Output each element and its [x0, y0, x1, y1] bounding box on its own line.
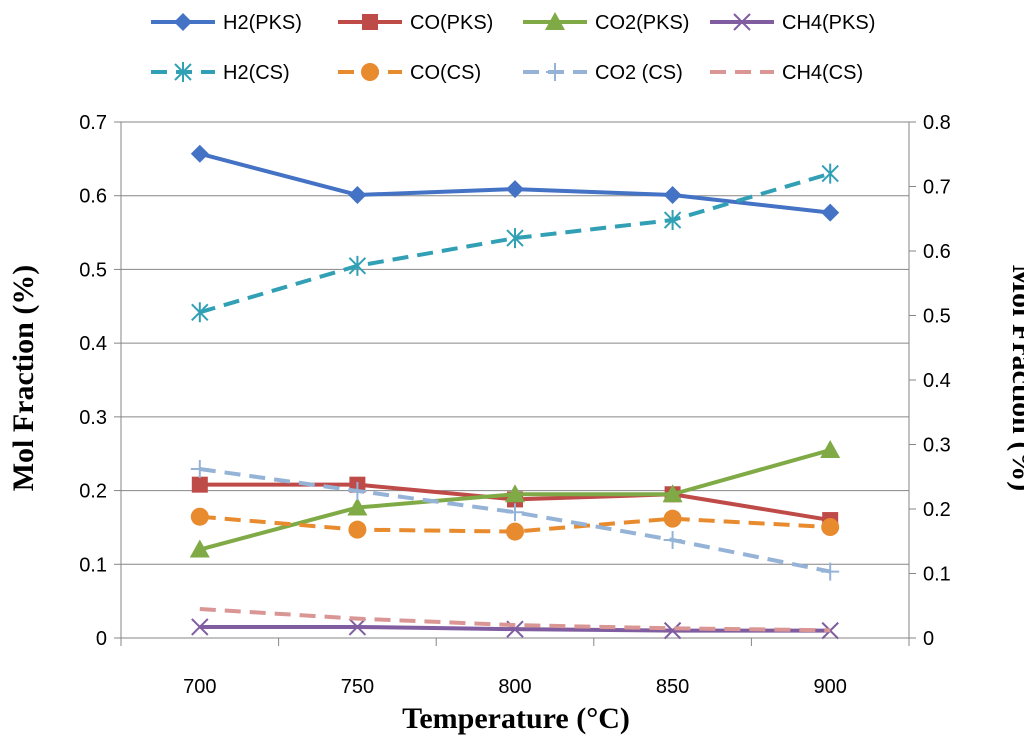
data-point: [821, 562, 840, 581]
data-point: [348, 520, 367, 539]
data-point: [663, 210, 682, 231]
y-axis-title-left: Mol Fraction (%): [7, 265, 40, 492]
data-point: [189, 539, 210, 558]
series-line: [199, 606, 831, 633]
data-point: [505, 484, 525, 503]
y-tick-label-right: 0.2: [923, 499, 951, 521]
x-tick-label: 900: [814, 676, 847, 698]
y-tick-label-right: 0.5: [923, 306, 951, 328]
y-tick-label-left: 0.1: [79, 554, 107, 576]
series-co-cs: [190, 507, 840, 541]
data-point: [506, 228, 524, 249]
data-point: [546, 63, 564, 81]
data-point: [662, 484, 683, 503]
data-point: [506, 503, 524, 522]
legend-label: CH4(PKS): [782, 12, 875, 34]
legend-item: H2(CS): [151, 62, 290, 84]
data-point: [821, 163, 839, 184]
data-point: [191, 302, 209, 323]
legend-item: CO2(PKS): [523, 12, 689, 34]
data-point: [820, 440, 841, 459]
legend-label: CO2 (CS): [595, 62, 683, 84]
data-point: [663, 185, 682, 204]
y-tick-label-right: 0: [923, 628, 934, 650]
legend-item: CH4(CS): [710, 62, 863, 84]
data-point: [663, 530, 682, 549]
legend-item: H2(PKS): [151, 12, 302, 34]
series-co2-pks: [189, 440, 841, 558]
data-point: [190, 144, 209, 163]
data-point: [191, 476, 208, 493]
y-tick-label-left: 0.6: [79, 186, 107, 208]
y-tick-label-right: 0.4: [923, 370, 951, 392]
legend-label: H2(CS): [223, 62, 290, 84]
data-point: [190, 460, 209, 479]
series-ch4-pks: [191, 618, 839, 640]
x-tick-label: 700: [183, 676, 216, 698]
data-point: [506, 180, 524, 199]
x-tick-labels: 700 750 800 850 900: [183, 676, 847, 698]
y-tick-label-right: 0.7: [923, 177, 951, 199]
data-point: [663, 509, 682, 528]
data-point: [348, 481, 367, 500]
legend-label: CO(PKS): [410, 12, 493, 34]
series-line: [199, 171, 831, 315]
data-point: [348, 185, 367, 204]
y-axis-title-right: Mol Fraction (%): [1006, 265, 1024, 492]
data-point: [361, 63, 379, 81]
series-h2-pks: [190, 144, 840, 222]
legend: H2(PKS) CO(PKS) CO2(PKS) CH4(PKS) H2(CS) CO(C…: [151, 12, 875, 84]
legend-label: H2(PKS): [223, 12, 302, 34]
legend-label: CO2(PKS): [595, 12, 689, 34]
data-point: [733, 13, 751, 31]
axes: [114, 121, 916, 646]
y-tick-labels-left: 0 0.1 0.2 0.3 0.4 0.5 0.6 0.7: [79, 112, 107, 650]
data-point: [821, 518, 840, 537]
y-tick-label-right: 0.6: [923, 241, 951, 263]
legend-label: CH4(CS): [782, 62, 863, 84]
y-tick-label-left: 0.4: [79, 333, 107, 355]
legend-item: CO(CS): [338, 62, 481, 84]
y-tick-label-left: 0.5: [79, 259, 107, 281]
data-point: [347, 497, 368, 516]
data-point: [174, 62, 192, 82]
series-line: [199, 467, 831, 574]
series-group: [189, 144, 841, 640]
data-point: [348, 618, 367, 636]
y-tick-label-right: 0.8: [923, 112, 951, 134]
data-point: [174, 13, 192, 31]
y-tick-labels-right: 0 0.1 0.2 0.3 0.4 0.5 0.6 0.7 0.8: [923, 112, 951, 650]
legend-item: CO(PKS): [338, 12, 493, 34]
data-point: [191, 618, 209, 636]
data-point: [506, 522, 524, 541]
x-tick-label: 800: [498, 676, 531, 698]
legend-label: CO(CS): [410, 62, 481, 84]
x-tick-label: 850: [656, 676, 689, 698]
series-h2-cs: [191, 163, 839, 323]
y-tick-label-left: 0.3: [79, 407, 107, 429]
data-point: [190, 507, 209, 526]
data-point: [821, 203, 840, 222]
data-point: [362, 14, 378, 30]
legend-item: CO2 (CS): [523, 62, 683, 84]
y-tick-label-left: 0: [96, 628, 107, 650]
data-point: [545, 12, 565, 30]
data-point: [663, 621, 682, 640]
y-tick-label-left: 0.7: [79, 112, 107, 134]
x-axis-title: Temperature (°C): [402, 702, 630, 735]
x-tick-label: 750: [341, 676, 374, 698]
y-tick-label-right: 0.1: [923, 564, 951, 586]
data-point: [821, 621, 839, 640]
y-tick-label-left: 0.2: [79, 481, 107, 503]
series-co2-cs: [190, 460, 840, 581]
legend-item: CH4(PKS): [710, 12, 875, 34]
series-ch4-cs: [199, 606, 831, 633]
data-point: [348, 255, 367, 276]
y-tick-label-right: 0.3: [923, 435, 951, 457]
